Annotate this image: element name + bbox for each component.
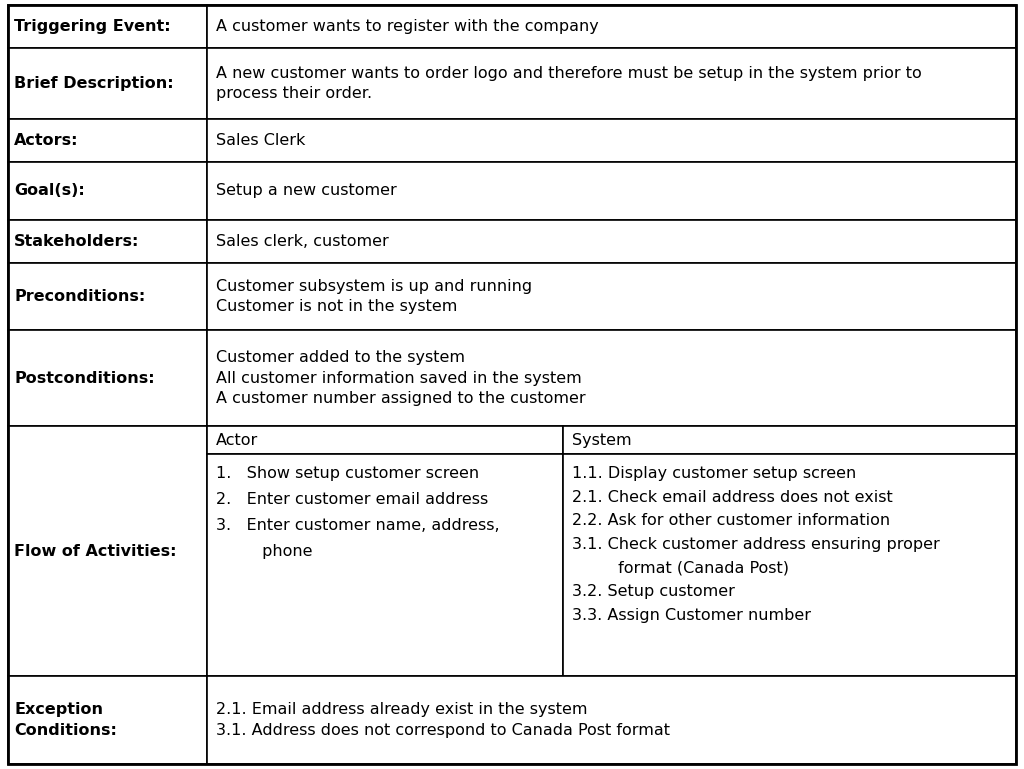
- Bar: [207, 118, 1016, 161]
- Text: Customer added to the system
All customer information saved in the system
A cust: Customer added to the system All custome…: [216, 351, 585, 406]
- Text: Actors:: Actors:: [14, 132, 79, 148]
- Bar: [8, 5, 207, 48]
- Bar: [207, 220, 1016, 263]
- Bar: [207, 454, 563, 676]
- Bar: [563, 454, 1016, 676]
- Text: System: System: [571, 433, 632, 448]
- Text: Goal(s):: Goal(s):: [14, 183, 85, 198]
- Text: Flow of Activities:: Flow of Activities:: [14, 544, 176, 558]
- Bar: [207, 331, 1016, 426]
- Bar: [8, 48, 207, 118]
- Bar: [207, 161, 1016, 220]
- Text: Exception
Conditions:: Exception Conditions:: [14, 702, 117, 738]
- Text: Sales clerk, customer: Sales clerk, customer: [216, 234, 388, 249]
- Text: 2.1. Email address already exist in the system
3.1. Address does not correspond : 2.1. Email address already exist in the …: [216, 702, 670, 737]
- Bar: [8, 263, 207, 331]
- Text: 1.   Show setup customer screen
2.   Enter customer email address
3.   Enter cus: 1. Show setup customer screen 2. Enter c…: [216, 466, 500, 558]
- Bar: [8, 161, 207, 220]
- Bar: [207, 676, 1016, 764]
- Text: Postconditions:: Postconditions:: [14, 371, 155, 386]
- Text: Actor: Actor: [216, 433, 258, 448]
- Bar: [207, 426, 563, 454]
- Bar: [207, 48, 1016, 118]
- Bar: [8, 331, 207, 426]
- Bar: [8, 220, 207, 263]
- Text: Triggering Event:: Triggering Event:: [14, 19, 171, 34]
- Text: 1.1. Display customer setup screen
2.1. Check email address does not exist
2.2. : 1.1. Display customer setup screen 2.1. …: [571, 466, 939, 623]
- Text: Brief Description:: Brief Description:: [14, 76, 174, 91]
- Text: A customer wants to register with the company: A customer wants to register with the co…: [216, 19, 598, 34]
- Text: Preconditions:: Preconditions:: [14, 289, 145, 305]
- Bar: [207, 5, 1016, 48]
- Bar: [563, 426, 1016, 454]
- Bar: [8, 676, 207, 764]
- Bar: [8, 118, 207, 161]
- Bar: [207, 263, 1016, 331]
- Text: Customer subsystem is up and running
Customer is not in the system: Customer subsystem is up and running Cus…: [216, 279, 531, 315]
- Text: Setup a new customer: Setup a new customer: [216, 183, 396, 198]
- Bar: [8, 426, 207, 676]
- Text: Sales Clerk: Sales Clerk: [216, 132, 305, 148]
- Text: Stakeholders:: Stakeholders:: [14, 234, 139, 249]
- Text: A new customer wants to order logo and therefore must be setup in the system pri: A new customer wants to order logo and t…: [216, 65, 922, 101]
